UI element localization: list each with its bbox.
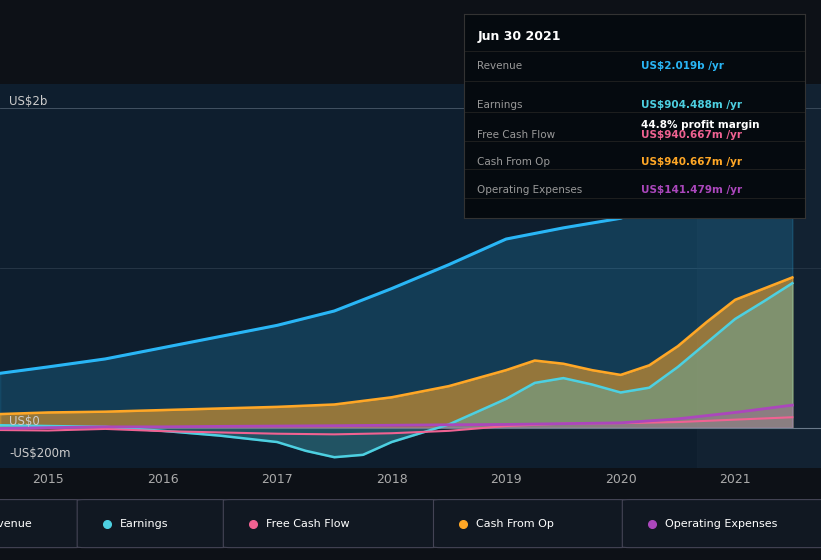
Text: -US$200m: -US$200m — [9, 447, 71, 460]
FancyBboxPatch shape — [433, 500, 626, 548]
Text: Earnings: Earnings — [478, 100, 523, 110]
Text: Free Cash Flow: Free Cash Flow — [478, 129, 556, 139]
FancyBboxPatch shape — [622, 500, 821, 548]
Text: Jun 30 2021: Jun 30 2021 — [478, 30, 561, 43]
Text: 44.8% profit margin: 44.8% profit margin — [641, 120, 759, 130]
Text: Cash From Op: Cash From Op — [478, 157, 551, 167]
FancyBboxPatch shape — [77, 500, 227, 548]
FancyBboxPatch shape — [223, 500, 438, 548]
Text: Earnings: Earnings — [120, 519, 168, 529]
Text: Cash From Op: Cash From Op — [476, 519, 554, 529]
Text: Revenue: Revenue — [0, 519, 33, 529]
Text: US$904.488m /yr: US$904.488m /yr — [641, 100, 742, 110]
Text: US$141.479m /yr: US$141.479m /yr — [641, 185, 742, 195]
Text: US$0: US$0 — [9, 414, 40, 428]
Text: Free Cash Flow: Free Cash Flow — [266, 519, 350, 529]
Text: Operating Expenses: Operating Expenses — [478, 185, 583, 195]
Text: Operating Expenses: Operating Expenses — [665, 519, 777, 529]
Text: Revenue: Revenue — [478, 61, 523, 71]
FancyBboxPatch shape — [0, 500, 81, 548]
Text: US$2.019b /yr: US$2.019b /yr — [641, 61, 724, 71]
Text: US$2b: US$2b — [9, 95, 48, 108]
Bar — [697, 84, 821, 468]
Text: US$940.667m /yr: US$940.667m /yr — [641, 157, 742, 167]
Text: US$940.667m /yr: US$940.667m /yr — [641, 129, 742, 139]
